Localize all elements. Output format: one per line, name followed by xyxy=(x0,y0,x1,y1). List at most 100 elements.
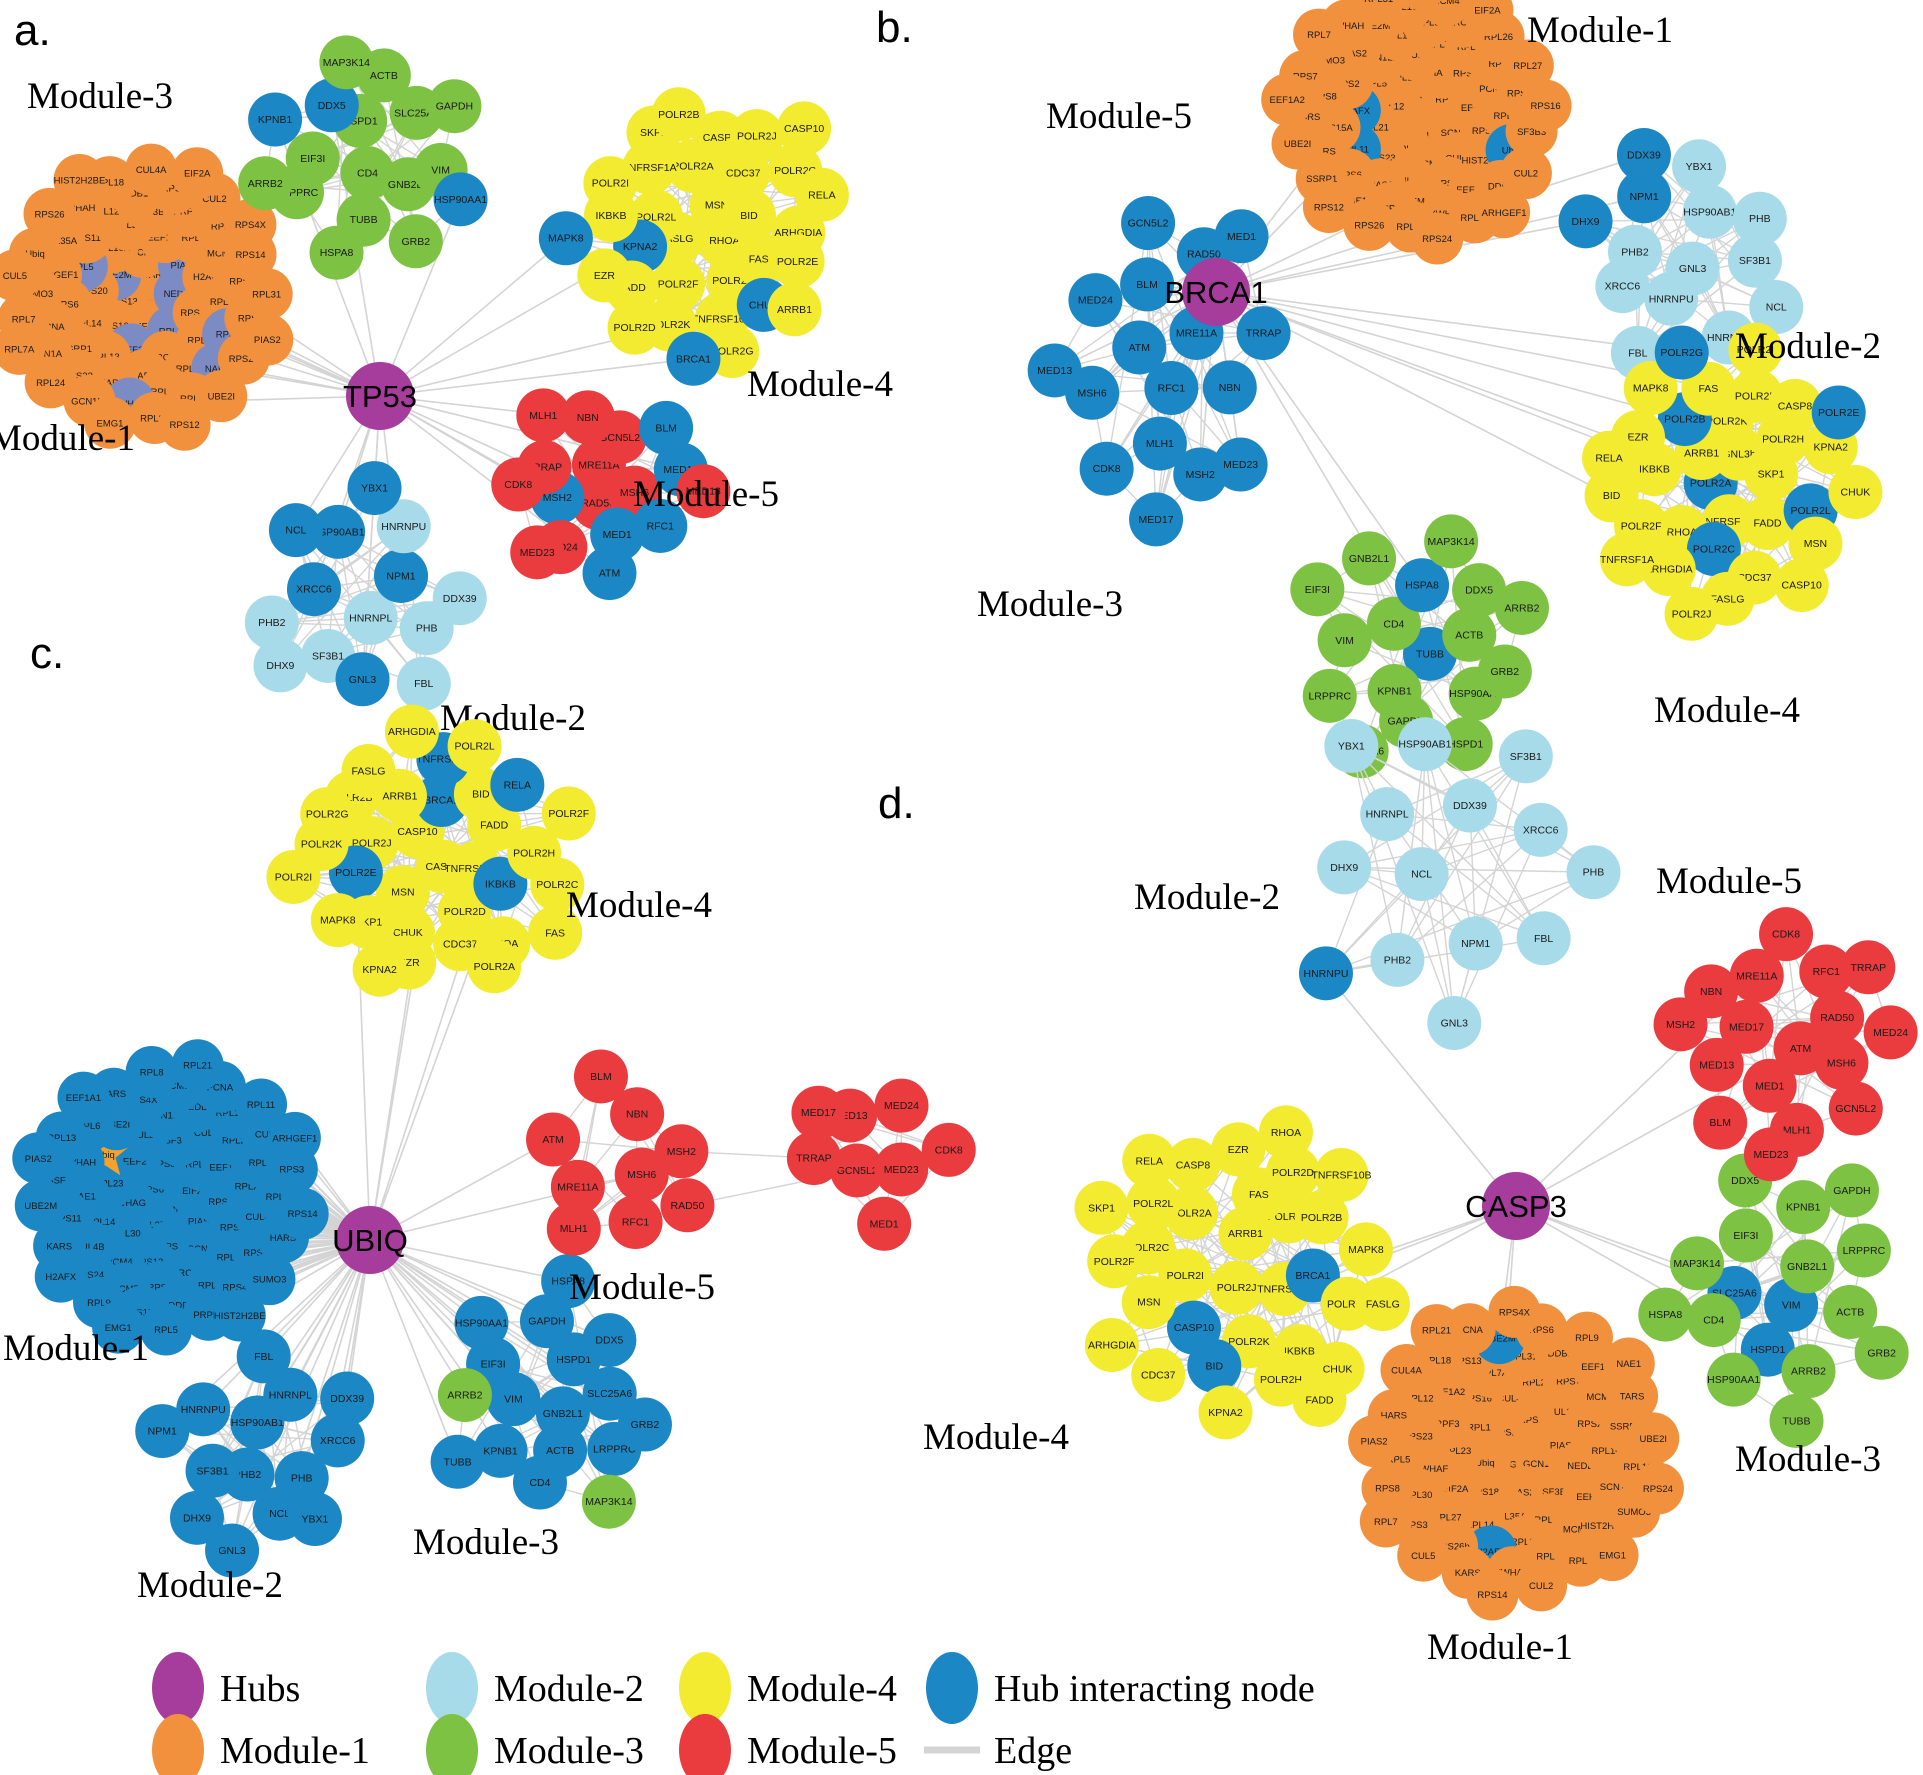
node-label-RPS8: RPS8 xyxy=(151,1159,176,1170)
node-MAPK8 xyxy=(1623,361,1678,416)
node-MED1 xyxy=(857,1196,912,1251)
node-RPS12 xyxy=(1302,181,1355,234)
node-label-EIF2A: EIF2A xyxy=(182,1186,209,1197)
node-NPM1 xyxy=(135,1404,190,1459)
node-label-YWHAF: YWHAF xyxy=(1414,1464,1449,1475)
node-label-RPL14: RPL14 xyxy=(1465,1520,1494,1531)
node-NCL xyxy=(1394,847,1449,902)
node-YBX1 xyxy=(1324,718,1379,773)
node-MSH6 xyxy=(614,1147,669,1202)
legend-swatch-m3 xyxy=(426,1714,478,1775)
node-GRB2 xyxy=(1854,1325,1909,1380)
node-MED17 xyxy=(1719,999,1774,1054)
node-ARRB2 xyxy=(238,156,293,211)
node-DDX39 xyxy=(1442,778,1497,833)
legend-item-module-1: Module-1 xyxy=(152,1714,370,1775)
node-label-EIF2A: EIF2A xyxy=(1442,1484,1469,1495)
node-DHX9 xyxy=(1558,194,1613,249)
node-label-H2AFX: H2AFX xyxy=(1340,106,1371,117)
node-label-EEF1A2: EEF1A2 xyxy=(209,1162,244,1173)
node-label-RPL21: RPL21 xyxy=(1422,1326,1451,1337)
node-label-CUL4B: CUL4B xyxy=(1445,154,1476,165)
module-label-d-Module-3: Module-3 xyxy=(1735,1439,1881,1480)
hub-edge xyxy=(1215,220,1586,293)
node-label-CUL4B: CUL4B xyxy=(74,1242,105,1253)
node-GNL3 xyxy=(205,1523,260,1578)
node-RPS4X xyxy=(224,198,277,251)
node-label-SF3B3: SF3B3 xyxy=(1517,127,1546,138)
node-RPL31 xyxy=(240,268,293,321)
node-layer: ARHGEF1RPS20GCN1L1UbiqRPS26AS2RPL1PIAS1R… xyxy=(1074,717,1918,1621)
node-POLR2E xyxy=(1811,385,1866,440)
node-label-CUL2: CUL2 xyxy=(130,1130,154,1141)
node-TRRAP xyxy=(1841,940,1896,995)
node-label-RPS7: RPS7 xyxy=(216,330,241,341)
node-label-RPL7A: RPL7A xyxy=(1426,39,1457,50)
node-label-UBE2I: UBE2I xyxy=(208,392,235,403)
node-RELA xyxy=(1122,1133,1177,1188)
legend-label: Module-4 xyxy=(747,1668,897,1710)
node-HNRNPU xyxy=(176,1382,231,1437)
node-BID xyxy=(721,188,776,243)
node-ACTB xyxy=(1823,1284,1878,1339)
node-TRRAP xyxy=(1236,306,1291,361)
node-label-RPS11: RPS11 xyxy=(52,1213,81,1224)
node-NAE1 xyxy=(1602,1337,1655,1390)
node-label-CUL5: CUL5 xyxy=(194,1128,218,1139)
node-MAP3K14 xyxy=(581,1474,636,1529)
hub-node-TP53 xyxy=(346,362,414,430)
node-ARHGDIA xyxy=(384,704,439,759)
node-label-NAE1: NAE1 xyxy=(205,364,230,375)
node-label-MCM4: MCM4 xyxy=(1432,0,1460,7)
node-DDX39 xyxy=(320,1371,375,1426)
edge xyxy=(355,812,569,874)
node-label-CUL4A: CUL4A xyxy=(246,1212,277,1223)
node-PHB2 xyxy=(244,595,299,650)
legend-item-hubs: Hubs xyxy=(152,1652,300,1724)
node-label-RPL23: RPL23 xyxy=(94,1178,123,1189)
node-GCN5L2 xyxy=(1121,196,1176,251)
node-H2AFX xyxy=(34,1250,87,1303)
node-label-RPL31: RPL31 xyxy=(185,1159,214,1170)
node-PIAS2 xyxy=(12,1132,65,1185)
edge xyxy=(1344,866,1544,939)
node-ARRB2 xyxy=(1494,580,1549,635)
node-label-YWHAG: YWHAG xyxy=(110,1198,146,1209)
node-HSP90AA1 xyxy=(433,172,488,227)
node-label-RPL27: RPL27 xyxy=(1513,61,1542,72)
node-label-RPL5: RPL5 xyxy=(154,1325,178,1336)
legend-swatch-m1 xyxy=(152,1714,204,1775)
node-SF3B1 xyxy=(1498,729,1553,784)
node-label-HARS: HARS xyxy=(1381,1411,1407,1422)
node-label-RPL31: RPL31 xyxy=(252,290,281,301)
node-RPL11 xyxy=(235,1078,288,1131)
module-label-b-Module-5: Module-5 xyxy=(1046,96,1192,137)
node-label-YWHAH: YWHAH xyxy=(60,203,96,214)
node-TRRAP xyxy=(786,1131,841,1186)
node-label-RPL27: RPL27 xyxy=(198,1281,227,1292)
node-label-RPS8: RPS8 xyxy=(162,183,187,194)
node-RAD50 xyxy=(660,1178,715,1233)
node-label-EEF1A2: EEF1A2 xyxy=(1430,1387,1465,1398)
node-label-RPS4X: RPS4X xyxy=(1453,68,1485,79)
node-label-EMG1: EMG1 xyxy=(1599,1551,1626,1562)
node-label-RPL14: RPL14 xyxy=(1384,30,1413,41)
node-CASP10 xyxy=(1774,558,1829,613)
node-RPS4X xyxy=(1488,1285,1541,1338)
node-MAPK8 xyxy=(538,211,593,266)
node-label-KARS: KARS xyxy=(1294,112,1320,123)
node-label-RPL7: RPL7 xyxy=(12,314,36,325)
node-label-RPL10A: RPL10A xyxy=(1388,2,1424,13)
node-label-RPS14: RPS14 xyxy=(235,250,265,261)
node-label-CUL2: CUL2 xyxy=(202,194,226,205)
node-RPL7 xyxy=(1293,8,1346,61)
node-POLR2J xyxy=(1209,1260,1264,1315)
node-label-PCNA: PCNA xyxy=(38,322,65,333)
node-label-NAE1: NAE1 xyxy=(1616,1359,1641,1370)
node-label-RPL23: RPL23 xyxy=(176,364,205,375)
node-label-EMG1: EMG1 xyxy=(105,1323,132,1334)
node-label-RPS24: RPS24 xyxy=(1422,234,1452,245)
node-HSP90AB1 xyxy=(1397,717,1452,772)
node-label-KARS: KARS xyxy=(99,378,125,389)
